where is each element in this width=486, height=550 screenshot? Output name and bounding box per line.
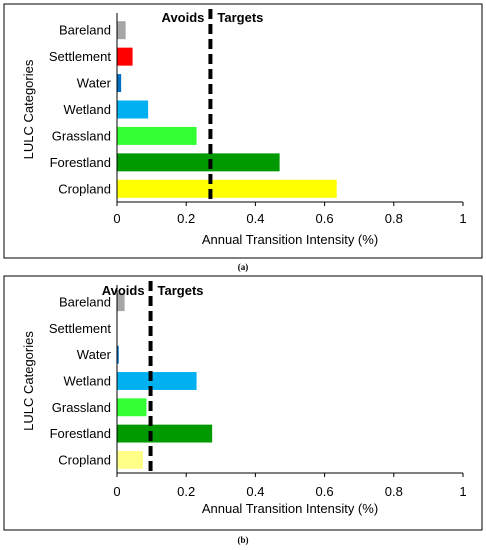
category-label-water: Water: [77, 76, 112, 91]
x-tick-label: 0.4: [246, 211, 264, 226]
panel-a-border: [3, 3, 483, 259]
x-tick-label: 0.2: [177, 211, 195, 226]
x-tick-label: 0: [113, 211, 120, 226]
x-tick-label: 0.6: [316, 484, 334, 499]
category-label-grassland: Grassland: [52, 128, 111, 143]
category-label-wetland: Wetland: [64, 102, 111, 117]
category-label-cropland: Cropland: [58, 181, 111, 196]
category-label-wetland: Wetland: [64, 374, 111, 389]
bar-water: [117, 345, 119, 364]
panel-a-label: (a): [238, 262, 249, 272]
x-axis-title: Annual Transition Intensity (%): [202, 232, 378, 247]
category-label-bareland: Bareland: [59, 295, 111, 310]
panel-a: Bareland Settlement Water Wetland Grassland F…: [3, 3, 483, 259]
bar-wetland: [117, 100, 149, 119]
bar-grassland: [117, 126, 197, 145]
panel-b-label: (b): [238, 535, 249, 545]
category-label-cropland: Cropland: [58, 452, 111, 467]
panel-b-border: [3, 275, 483, 531]
bar-grassland: [117, 398, 147, 417]
category-label-water: Water: [77, 347, 112, 362]
x-axis-title: Annual Transition Intensity (%): [202, 501, 378, 516]
y-axis-title: LULC Categories: [21, 59, 36, 159]
bar-forestland: [117, 424, 213, 443]
category-label-grassland: Grassland: [52, 400, 111, 415]
targets-label: Targets: [158, 283, 204, 298]
bar-cropland: [117, 450, 143, 469]
x-tick-label: 0.8: [385, 211, 403, 226]
panel-b: Bareland Settlement Water Wetland Grassland F…: [3, 275, 483, 531]
x-tick-label: 1: [459, 484, 466, 499]
bar-settlement: [117, 47, 133, 66]
bar-water: [117, 74, 122, 93]
x-tick-label: 0.6: [316, 211, 334, 226]
bar-cropland: [117, 179, 337, 198]
category-label-forestland: Forestland: [50, 155, 111, 170]
x-tick-label: 0.4: [246, 484, 264, 499]
y-axis-title: LULC Categories: [21, 331, 36, 431]
category-label-forestland: Forestland: [50, 426, 111, 441]
bar-forestland: [117, 153, 280, 172]
x-tick-label: 0.2: [177, 484, 195, 499]
chart-a: Bareland Settlement Water Wetland Grassland F…: [21, 9, 467, 247]
category-label-settlement: Settlement: [49, 49, 112, 64]
chart-b: Bareland Settlement Water Wetland Grassland F…: [21, 281, 467, 516]
avoids-label: Avoids: [102, 283, 145, 298]
category-label-bareland: Bareland: [59, 23, 111, 38]
x-tick-label: 0: [113, 484, 120, 499]
targets-label: Targets: [217, 10, 263, 25]
x-tick-label: 1: [459, 211, 466, 226]
avoids-label: Avoids: [162, 10, 205, 25]
bar-bareland: [117, 21, 126, 40]
bar-bareland: [117, 293, 125, 312]
category-label-settlement: Settlement: [49, 321, 112, 336]
x-tick-label: 0.8: [385, 484, 403, 499]
bar-wetland: [117, 372, 197, 390]
